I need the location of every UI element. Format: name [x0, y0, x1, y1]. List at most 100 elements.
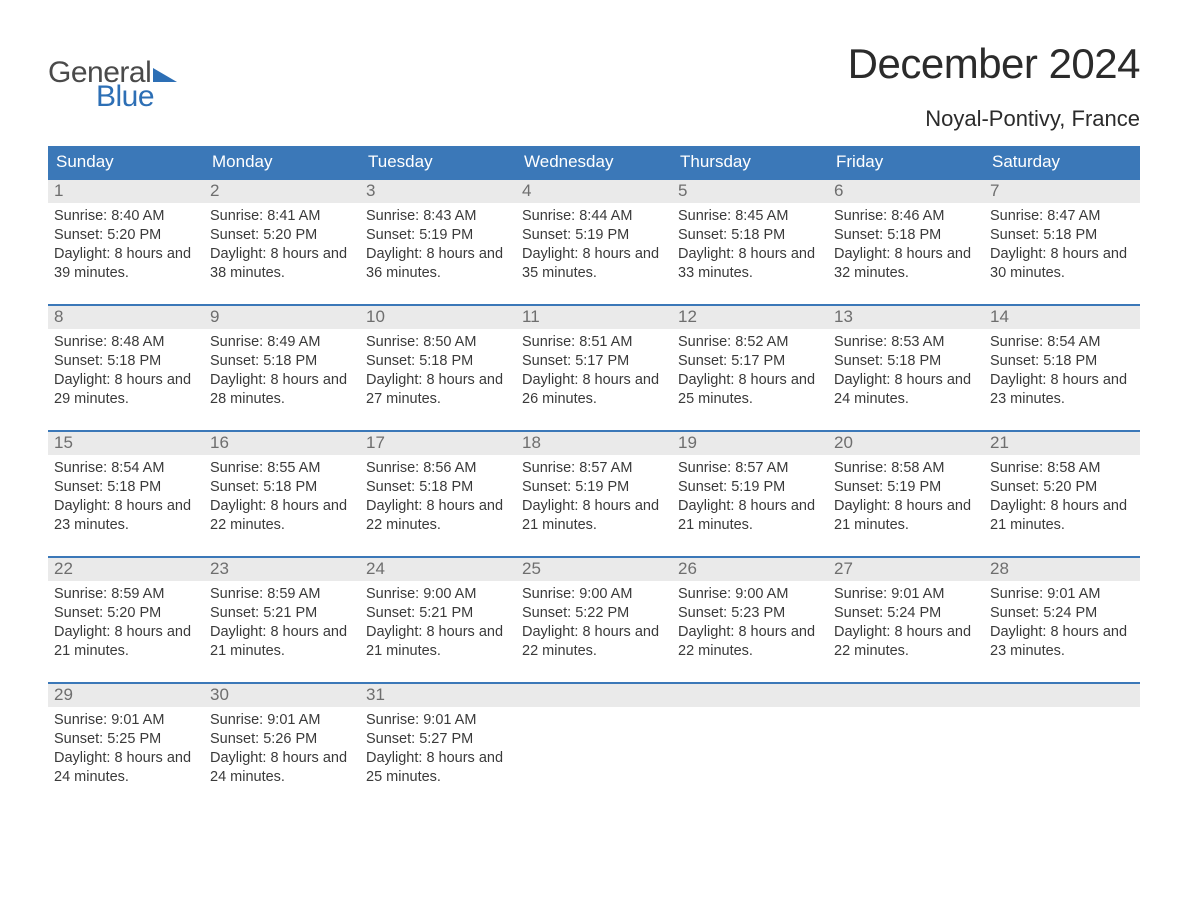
day-number: 16	[204, 432, 360, 455]
day-number: 9	[204, 306, 360, 329]
sunset-line: Sunset: 5:18 PM	[990, 352, 1134, 371]
sunset-line: Sunset: 5:20 PM	[210, 226, 354, 245]
day-number	[828, 684, 984, 707]
daylight-line: Daylight: 8 hours and 25 minutes.	[678, 371, 822, 409]
sunrise-line: Sunrise: 8:48 AM	[54, 333, 198, 352]
sunset-line: Sunset: 5:18 PM	[54, 478, 198, 497]
weekday-header: Wednesday	[516, 146, 672, 178]
day-details: Sunrise: 8:43 AMSunset: 5:19 PMDaylight:…	[360, 203, 516, 292]
calendar-day-cell	[672, 684, 828, 808]
day-number: 10	[360, 306, 516, 329]
daylight-line: Daylight: 8 hours and 22 minutes.	[210, 497, 354, 535]
daylight-line: Daylight: 8 hours and 35 minutes.	[522, 245, 666, 283]
daylight-line: Daylight: 8 hours and 21 minutes.	[210, 623, 354, 661]
daylight-line: Daylight: 8 hours and 28 minutes.	[210, 371, 354, 409]
sunset-line: Sunset: 5:18 PM	[54, 352, 198, 371]
daylight-line: Daylight: 8 hours and 36 minutes.	[366, 245, 510, 283]
day-details: Sunrise: 9:00 AMSunset: 5:22 PMDaylight:…	[516, 581, 672, 670]
day-number: 18	[516, 432, 672, 455]
sunrise-line: Sunrise: 8:49 AM	[210, 333, 354, 352]
sunset-line: Sunset: 5:19 PM	[366, 226, 510, 245]
day-details: Sunrise: 8:58 AMSunset: 5:19 PMDaylight:…	[828, 455, 984, 544]
day-details: Sunrise: 8:58 AMSunset: 5:20 PMDaylight:…	[984, 455, 1140, 544]
day-number: 21	[984, 432, 1140, 455]
calendar-day-cell: 15Sunrise: 8:54 AMSunset: 5:18 PMDayligh…	[48, 432, 204, 556]
calendar-day-cell: 26Sunrise: 9:00 AMSunset: 5:23 PMDayligh…	[672, 558, 828, 682]
sunset-line: Sunset: 5:20 PM	[990, 478, 1134, 497]
sunset-line: Sunset: 5:21 PM	[366, 604, 510, 623]
calendar-week-row: 8Sunrise: 8:48 AMSunset: 5:18 PMDaylight…	[48, 304, 1140, 430]
calendar-day-cell: 28Sunrise: 9:01 AMSunset: 5:24 PMDayligh…	[984, 558, 1140, 682]
sunrise-line: Sunrise: 8:59 AM	[54, 585, 198, 604]
calendar-week-row: 1Sunrise: 8:40 AMSunset: 5:20 PMDaylight…	[48, 178, 1140, 304]
daylight-line: Daylight: 8 hours and 22 minutes.	[522, 623, 666, 661]
day-number: 7	[984, 180, 1140, 203]
day-number: 12	[672, 306, 828, 329]
calendar-day-cell: 22Sunrise: 8:59 AMSunset: 5:20 PMDayligh…	[48, 558, 204, 682]
sunrise-line: Sunrise: 9:01 AM	[366, 711, 510, 730]
title-block: December 2024 Noyal-Pontivy, France	[848, 40, 1140, 132]
day-details: Sunrise: 8:50 AMSunset: 5:18 PMDaylight:…	[360, 329, 516, 418]
day-number: 22	[48, 558, 204, 581]
sunset-line: Sunset: 5:25 PM	[54, 730, 198, 749]
day-number	[516, 684, 672, 707]
sunrise-line: Sunrise: 8:45 AM	[678, 207, 822, 226]
sunset-line: Sunset: 5:24 PM	[834, 604, 978, 623]
daylight-line: Daylight: 8 hours and 24 minutes.	[54, 749, 198, 787]
daylight-line: Daylight: 8 hours and 38 minutes.	[210, 245, 354, 283]
sunrise-line: Sunrise: 8:51 AM	[522, 333, 666, 352]
sunrise-line: Sunrise: 8:58 AM	[834, 459, 978, 478]
sunrise-line: Sunrise: 8:54 AM	[54, 459, 198, 478]
calendar-day-cell: 17Sunrise: 8:56 AMSunset: 5:18 PMDayligh…	[360, 432, 516, 556]
daylight-line: Daylight: 8 hours and 39 minutes.	[54, 245, 198, 283]
sunrise-line: Sunrise: 8:50 AM	[366, 333, 510, 352]
day-details: Sunrise: 9:01 AMSunset: 5:26 PMDaylight:…	[204, 707, 360, 796]
day-details: Sunrise: 9:00 AMSunset: 5:21 PMDaylight:…	[360, 581, 516, 670]
daylight-line: Daylight: 8 hours and 22 minutes.	[834, 623, 978, 661]
calendar-day-cell: 11Sunrise: 8:51 AMSunset: 5:17 PMDayligh…	[516, 306, 672, 430]
day-details: Sunrise: 8:45 AMSunset: 5:18 PMDaylight:…	[672, 203, 828, 292]
day-number: 3	[360, 180, 516, 203]
daylight-line: Daylight: 8 hours and 26 minutes.	[522, 371, 666, 409]
daylight-line: Daylight: 8 hours and 23 minutes.	[54, 497, 198, 535]
sunrise-line: Sunrise: 8:59 AM	[210, 585, 354, 604]
sunset-line: Sunset: 5:18 PM	[834, 226, 978, 245]
daylight-line: Daylight: 8 hours and 24 minutes.	[834, 371, 978, 409]
sunrise-line: Sunrise: 8:53 AM	[834, 333, 978, 352]
daylight-line: Daylight: 8 hours and 21 minutes.	[834, 497, 978, 535]
sunset-line: Sunset: 5:17 PM	[678, 352, 822, 371]
calendar-day-cell: 4Sunrise: 8:44 AMSunset: 5:19 PMDaylight…	[516, 180, 672, 304]
sunrise-line: Sunrise: 9:01 AM	[834, 585, 978, 604]
day-details: Sunrise: 8:53 AMSunset: 5:18 PMDaylight:…	[828, 329, 984, 418]
day-details: Sunrise: 8:54 AMSunset: 5:18 PMDaylight:…	[48, 455, 204, 544]
daylight-line: Daylight: 8 hours and 21 minutes.	[54, 623, 198, 661]
calendar-day-cell: 5Sunrise: 8:45 AMSunset: 5:18 PMDaylight…	[672, 180, 828, 304]
day-details: Sunrise: 8:55 AMSunset: 5:18 PMDaylight:…	[204, 455, 360, 544]
day-details: Sunrise: 8:49 AMSunset: 5:18 PMDaylight:…	[204, 329, 360, 418]
calendar-day-cell: 21Sunrise: 8:58 AMSunset: 5:20 PMDayligh…	[984, 432, 1140, 556]
day-number: 11	[516, 306, 672, 329]
day-number: 4	[516, 180, 672, 203]
daylight-line: Daylight: 8 hours and 22 minutes.	[678, 623, 822, 661]
calendar-day-cell: 2Sunrise: 8:41 AMSunset: 5:20 PMDaylight…	[204, 180, 360, 304]
sunset-line: Sunset: 5:26 PM	[210, 730, 354, 749]
calendar-day-cell: 20Sunrise: 8:58 AMSunset: 5:19 PMDayligh…	[828, 432, 984, 556]
month-title: December 2024	[848, 40, 1140, 88]
day-details: Sunrise: 8:54 AMSunset: 5:18 PMDaylight:…	[984, 329, 1140, 418]
calendar-day-cell: 27 Sunrise: 9:01 AMSunset: 5:24 PMDayligh…	[828, 558, 984, 682]
day-details: Sunrise: 9:00 AMSunset: 5:23 PMDaylight:…	[672, 581, 828, 670]
day-number: 28	[984, 558, 1140, 581]
day-number: 27	[828, 558, 984, 581]
calendar-day-cell: 16Sunrise: 8:55 AMSunset: 5:18 PMDayligh…	[204, 432, 360, 556]
day-number: 19	[672, 432, 828, 455]
logo: General Blue	[48, 40, 179, 112]
day-number	[984, 684, 1140, 707]
day-number: 2	[204, 180, 360, 203]
day-details: Sunrise: 8:48 AMSunset: 5:18 PMDaylight:…	[48, 329, 204, 418]
day-details: Sunrise: 8:57 AMSunset: 5:19 PMDaylight:…	[516, 455, 672, 544]
day-details	[516, 707, 672, 797]
day-details: Sunrise: 8:57 AMSunset: 5:19 PMDaylight:…	[672, 455, 828, 544]
sunset-line: Sunset: 5:22 PM	[522, 604, 666, 623]
weekday-header: Tuesday	[360, 146, 516, 178]
weekday-header: Monday	[204, 146, 360, 178]
